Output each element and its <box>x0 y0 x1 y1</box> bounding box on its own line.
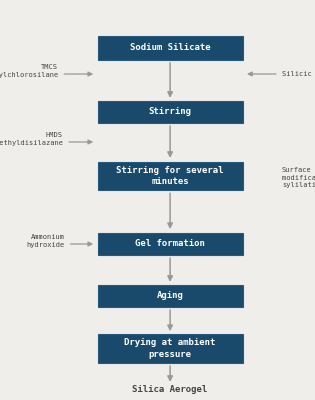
Text: HMDS
hexamethyldisilazane: HMDS hexamethyldisilazane <box>0 132 63 146</box>
Text: Gel formation: Gel formation <box>135 240 205 248</box>
Text: Stirring: Stirring <box>149 108 192 116</box>
FancyBboxPatch shape <box>98 36 243 60</box>
Text: Ammonium
hydroxide: Ammonium hydroxide <box>26 234 65 248</box>
Text: Silica Aerogel: Silica Aerogel <box>133 385 208 394</box>
Text: Drying at ambient
pressure: Drying at ambient pressure <box>124 338 216 359</box>
FancyBboxPatch shape <box>98 285 243 307</box>
FancyBboxPatch shape <box>98 233 243 255</box>
Text: Aging: Aging <box>157 292 184 300</box>
Text: Sodium Silicate: Sodium Silicate <box>130 44 210 52</box>
FancyBboxPatch shape <box>98 162 243 190</box>
Text: Stirring for several
minutes: Stirring for several minutes <box>116 166 224 186</box>
Text: Surface
modification by
sylilating: Surface modification by sylilating <box>282 168 315 188</box>
FancyBboxPatch shape <box>98 334 243 363</box>
Text: Silicic acid: Silicic acid <box>282 71 315 77</box>
Text: TMCS
trimethylchlorosilane: TMCS trimethylchlorosilane <box>0 64 58 78</box>
FancyBboxPatch shape <box>98 101 243 123</box>
